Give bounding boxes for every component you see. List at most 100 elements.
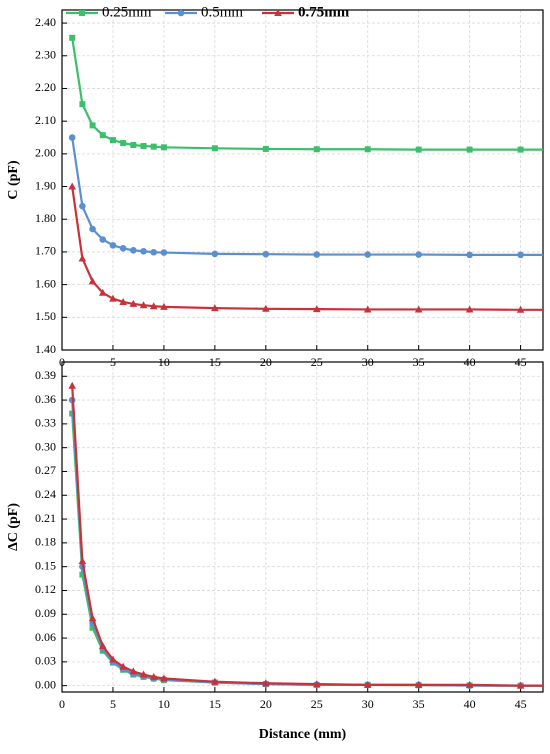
y-axis-label: ΔC (pF)	[6, 503, 21, 551]
marker	[312, 680, 321, 688]
y-tick-label: 1.80	[35, 211, 56, 225]
legend-label: 0.25mm	[102, 4, 152, 20]
marker	[415, 251, 422, 258]
series-line	[71, 37, 543, 151]
x-axis-label: Distance (mm)	[259, 727, 347, 742]
plot-frame	[61, 361, 544, 693]
y-axis-label: C (pF)	[6, 160, 21, 200]
marker	[68, 182, 76, 190]
y-tick-label: 1.40	[35, 342, 56, 356]
marker	[516, 681, 525, 689]
marker	[109, 294, 117, 302]
marker	[364, 251, 372, 258]
marker	[211, 250, 219, 258]
marker	[79, 202, 86, 210]
legend-label: 0.5mm	[201, 4, 243, 20]
marker	[274, 9, 282, 16]
y-tick-label: 2.00	[35, 146, 56, 160]
series-line	[71, 413, 543, 687]
marker	[312, 305, 321, 313]
marker	[466, 251, 473, 259]
marker	[99, 132, 106, 139]
x-tick-label: 20	[260, 697, 272, 711]
marker	[79, 10, 85, 16]
marker	[99, 236, 107, 243]
y-tick-label: 0.30	[35, 439, 56, 453]
marker	[98, 641, 107, 649]
marker	[130, 246, 137, 254]
marker	[109, 137, 116, 144]
marker	[119, 245, 127, 252]
marker	[465, 305, 474, 313]
marker	[129, 667, 138, 675]
y-tick-label: 0.15	[35, 558, 56, 572]
marker	[313, 146, 320, 153]
marker	[262, 145, 269, 152]
y-tick-label: 0.03	[35, 654, 56, 668]
marker	[363, 305, 372, 313]
y-tick-label: 0.27	[35, 463, 56, 477]
y-tick-label: 2.10	[35, 113, 56, 127]
marker	[262, 304, 270, 312]
marker	[98, 288, 107, 296]
marker	[89, 122, 96, 129]
x-tick-label: 45	[515, 697, 527, 711]
marker	[150, 248, 158, 256]
marker	[262, 679, 270, 687]
x-tick-label: 0	[59, 697, 65, 711]
x-tick-label: 35	[413, 697, 425, 711]
marker	[119, 662, 127, 670]
series-line	[71, 137, 543, 256]
marker	[68, 381, 76, 389]
y-tick-label: 1.50	[35, 309, 56, 323]
marker	[517, 146, 524, 153]
marker	[79, 101, 86, 108]
y-tick-label: 0.24	[35, 487, 56, 501]
marker	[68, 134, 76, 141]
y-tick-label: 1.90	[35, 178, 56, 192]
marker	[78, 557, 87, 565]
y-tick-label: 2.30	[35, 48, 56, 62]
marker	[149, 672, 158, 680]
marker	[364, 146, 371, 153]
marker	[466, 146, 473, 153]
y-tick-label: 0.39	[35, 368, 56, 382]
marker	[363, 680, 372, 688]
x-tick-label: 40	[464, 697, 476, 711]
plot-area	[68, 381, 543, 689]
marker	[139, 670, 148, 678]
marker	[177, 9, 185, 17]
marker	[262, 250, 270, 258]
marker	[88, 277, 97, 285]
marker	[415, 146, 422, 153]
y-tick-label: 2.20	[35, 80, 56, 94]
marker	[150, 143, 157, 150]
marker	[119, 297, 127, 305]
marker	[109, 655, 117, 663]
marker	[465, 680, 474, 688]
x-tick-label: 10	[158, 697, 170, 711]
y-tick-label: 2.40	[35, 15, 56, 29]
y-tick-label: 0.33	[35, 416, 56, 430]
y-tick-label: 1.60	[35, 276, 56, 290]
marker	[69, 34, 76, 41]
y-tick-label: 0.12	[35, 582, 56, 596]
y-tick-label: 0.18	[35, 535, 56, 549]
marker	[88, 614, 97, 622]
marker	[414, 305, 423, 313]
y-tick-label: 0.09	[35, 606, 56, 620]
marker	[516, 305, 525, 313]
marker	[139, 301, 148, 309]
marker	[211, 145, 218, 152]
marker	[211, 304, 219, 312]
marker	[160, 249, 168, 256]
marker	[140, 143, 147, 149]
marker	[89, 624, 96, 631]
marker	[160, 144, 167, 151]
series-line	[71, 385, 543, 687]
marker	[89, 225, 96, 233]
marker	[109, 242, 117, 249]
x-tick-label: 15	[209, 697, 221, 711]
marker	[130, 142, 137, 149]
